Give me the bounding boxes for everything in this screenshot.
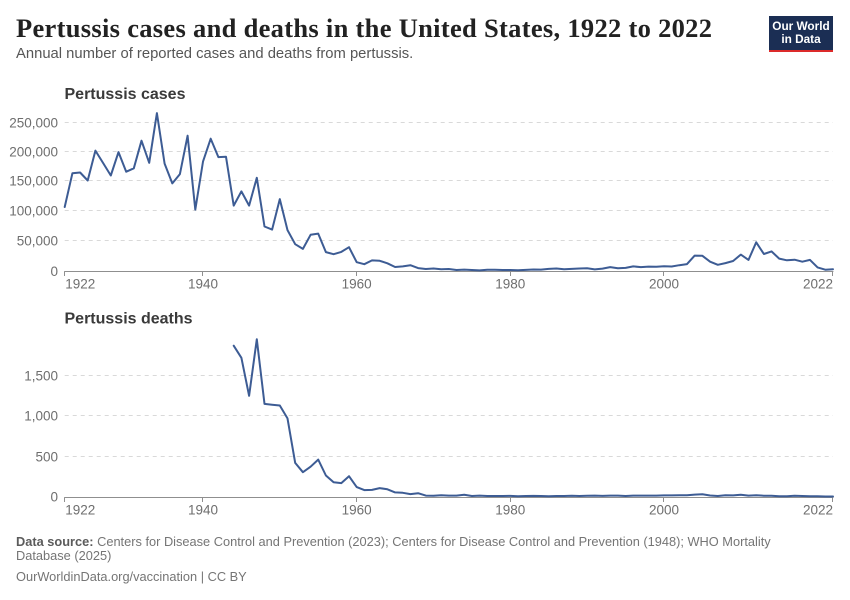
svg-text:250,000: 250,000: [9, 115, 58, 130]
svg-text:1,500: 1,500: [24, 368, 58, 383]
svg-text:1980: 1980: [495, 277, 525, 292]
svg-text:1960: 1960: [342, 502, 372, 517]
svg-text:Pertussis cases: Pertussis cases: [65, 86, 186, 103]
svg-text:500: 500: [35, 449, 58, 464]
svg-text:150,000: 150,000: [9, 173, 58, 188]
svg-text:0: 0: [50, 490, 58, 505]
svg-text:2022: 2022: [803, 502, 833, 517]
svg-text:1940: 1940: [188, 277, 218, 292]
svg-text:100,000: 100,000: [9, 203, 58, 218]
svg-text:2000: 2000: [649, 502, 679, 517]
svg-text:2022: 2022: [803, 277, 833, 292]
svg-text:1960: 1960: [342, 277, 372, 292]
svg-text:1922: 1922: [65, 277, 95, 292]
svg-text:1940: 1940: [188, 502, 218, 517]
svg-text:Pertussis deaths: Pertussis deaths: [65, 311, 193, 328]
svg-text:0: 0: [50, 264, 58, 279]
svg-text:1980: 1980: [495, 502, 525, 517]
svg-text:2000: 2000: [649, 277, 679, 292]
svg-text:1,000: 1,000: [24, 408, 58, 423]
svg-text:200,000: 200,000: [9, 144, 58, 159]
svg-text:1922: 1922: [65, 502, 95, 517]
svg-text:50,000: 50,000: [17, 233, 58, 248]
